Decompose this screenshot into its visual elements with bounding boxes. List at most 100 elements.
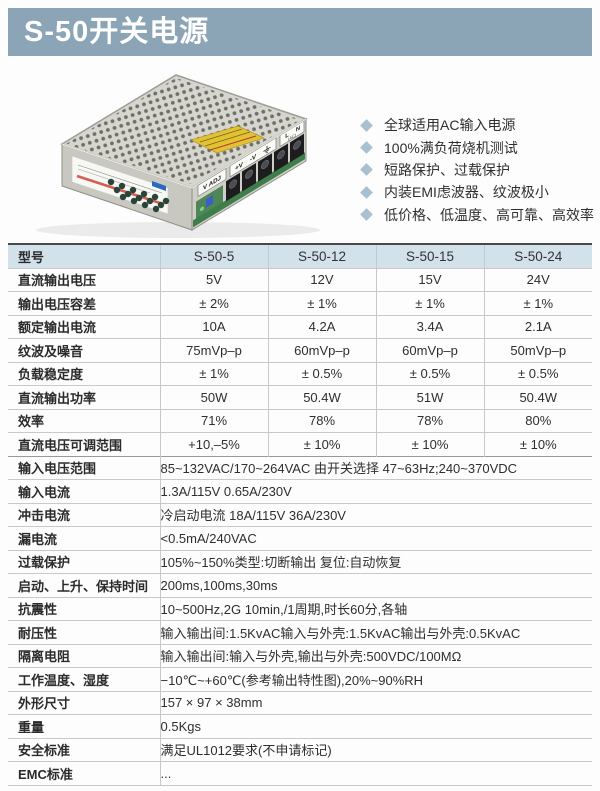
model-column-header: S-50-24 xyxy=(483,244,592,268)
full-row: 外形尺寸 157 × 97 × 38mm xyxy=(8,690,592,715)
diamond-bullet-icon xyxy=(360,208,373,222)
feature-text: 短路保护、过载保护 xyxy=(384,161,510,178)
spec-value: ± 0.5% xyxy=(375,361,484,386)
spec-value: 50.4W xyxy=(267,385,376,409)
full-value: 输入输出间:输入与外壳,输出与外壳:500VDC/100MΩ xyxy=(159,643,592,668)
spec-value: 50W xyxy=(159,385,268,409)
full-value: 10~500Hz,2G 10min,/1周期,时长60分,各轴 xyxy=(159,596,592,621)
spec-value: +10,–5% xyxy=(159,432,268,456)
row-label: EMC标准 xyxy=(8,761,160,785)
row-label: 冲击电流 xyxy=(8,502,160,527)
feature-text: 100%满负荷烧机测试 xyxy=(384,139,518,156)
spec-value: ± 2% xyxy=(159,291,268,315)
full-value: 输入输出间:1.5KvAC输入与外壳:1.5KvAC输出与外壳:0.5KvAC xyxy=(159,620,592,644)
psu-led xyxy=(200,206,204,212)
spec-value: 75mVp–p xyxy=(159,338,268,362)
spec-value: 80% xyxy=(483,408,592,433)
row-label: 输出电压容差 xyxy=(8,291,160,315)
feature-list: 全球适用AC输入电源 100%满负荷烧机测试 短路保护、过载保护内装EMI虑波器、纹… xyxy=(360,114,594,226)
full-row: 安全标准 满足UL1012要求(不申请标记) xyxy=(8,737,592,762)
row-label: 隔离电阻 xyxy=(8,643,160,668)
full-row: 输入电压范围 85~132VAC/170~264VAC 由开关选择 47~63Hz… xyxy=(8,455,592,480)
full-value: 满足UL1012要求(不申请标记) xyxy=(159,737,592,762)
full-row: 漏电流 <0.5mA/240VAC xyxy=(8,526,592,550)
full-value: 200ms,100ms,30ms xyxy=(159,573,592,597)
row-label: 漏电流 xyxy=(8,526,160,550)
spec-value: 10A xyxy=(159,314,268,339)
spec-value: 5V xyxy=(159,267,268,292)
full-row: 重量 0.5Kgs xyxy=(8,714,592,738)
spec-value: 50.4W xyxy=(483,385,592,409)
product-photo: V ADJ +V -V L N (AC) xyxy=(26,64,338,240)
spec-value: 51W xyxy=(375,385,484,409)
minus-v-label: -V xyxy=(250,153,257,163)
spec-value: 71% xyxy=(159,408,268,433)
row-label: 纹波及噪音 xyxy=(8,338,160,362)
spec-row: 直流输出电压 5V 12V 15V 24V xyxy=(8,267,592,292)
spec-value: ± 0.5% xyxy=(483,361,592,386)
full-row: 启动、上升、保持时间 200ms,100ms,30ms xyxy=(8,573,592,597)
psu-edge-highlight xyxy=(61,143,193,189)
feature-item: 低价格、低温度、高可靠、高效率 xyxy=(360,204,594,226)
diamond-bullet-icon xyxy=(360,185,373,199)
spec-row: 效率 71% 78% 78% 80% xyxy=(8,408,592,433)
spec-value: ± 10% xyxy=(375,432,484,456)
spec-value: ± 1% xyxy=(483,291,592,315)
spec-value: 60mVp–p xyxy=(267,338,376,362)
feature-item: 全球适用AC输入电源 xyxy=(360,114,594,136)
spec-row: 直流输出功率 50W 50.4W 51W 50.4W xyxy=(8,385,592,409)
row-label: 启动、上升、保持时间 xyxy=(8,573,160,597)
full-row: 隔离电阻 输入输出间:输入与外壳,输出与外壳:500VDC/100MΩ xyxy=(8,643,592,668)
feature-text: 全球适用AC输入电源 xyxy=(384,117,516,134)
spec-row: 纹波及噪音 75mVp–p 60mVp–p 60mVp–p 50mVp–p xyxy=(8,338,592,362)
full-row: 耐压性 输入输出间:1.5KvAC输入与外壳:1.5KvAC输出与外壳:0.5Kv… xyxy=(8,620,592,644)
row-label: 过载保护 xyxy=(8,549,160,574)
full-value: 157 × 97 × 38mm xyxy=(159,690,592,715)
diamond-bullet-icon xyxy=(360,118,373,132)
page-title: S-50开关电源 xyxy=(8,8,592,56)
full-value: ... xyxy=(159,761,592,785)
spec-value: 50mVp–p xyxy=(483,338,592,362)
row-label: 额定输出电流 xyxy=(8,314,160,339)
psu-terminal-block xyxy=(226,133,304,202)
feature-text: 内装EMI虑波器、纹波极小 xyxy=(384,184,549,201)
power-supply-illustration: V ADJ +V -V L N (AC) xyxy=(36,74,320,238)
full-value: 1.3A/115V 0.65A/230V xyxy=(159,479,592,503)
spec-row: 负载稳定度 ± 1% ± 0.5% ± 0.5% ± 0.5% xyxy=(8,361,592,386)
spec-value: 60mVp–p xyxy=(375,338,484,362)
ac-label: (AC) xyxy=(288,132,296,142)
full-row: 工作温度、湿度 −10℃~+60℃(参考输出特性图),20%~90%RH xyxy=(8,667,592,691)
row-label: 耐压性 xyxy=(8,620,160,644)
full-value: 85~132VAC/170~264VAC 由开关选择 47~63Hz;240~3… xyxy=(159,455,592,480)
full-value: 0.5Kgs xyxy=(159,714,592,738)
spec-value: ± 1% xyxy=(267,291,376,315)
row-label: 输入电流 xyxy=(8,479,160,503)
feature-item: 短路保护、过载保护 xyxy=(360,159,594,181)
psu-edge-highlight xyxy=(191,118,307,189)
full-row: 抗震性 10~500Hz,2G 10min,/1周期,时长60分,各轴 xyxy=(8,596,592,621)
spec-table: 型号 S-50-5 S-50-12 S-50-15 S-50-24 直流输出电压 5V 12V… xyxy=(8,243,592,786)
feature-text: 低价格、低温度、高可靠、高效率 xyxy=(384,206,594,223)
spec-row: 输出电压容差 ± 2% ± 1% ± 1% ± 1% xyxy=(8,291,592,315)
spec-value: 12V xyxy=(267,267,376,292)
feature-item: 内装EMI虑波器、纹波极小 xyxy=(360,181,594,203)
row-label: 输入电压范围 xyxy=(8,455,160,480)
feature-item: 100%满负荷烧机测试 xyxy=(360,136,594,158)
spec-value: ± 1% xyxy=(375,291,484,315)
row-label: 外形尺寸 xyxy=(8,690,160,715)
earth-ground-icon xyxy=(263,145,271,154)
product-shadow xyxy=(36,222,320,238)
psu-yellow-label xyxy=(190,125,265,154)
model-column-header: S-50-15 xyxy=(375,244,484,268)
full-value: 105%~150%类型:切断输出 复位:自动恢复 xyxy=(159,549,592,574)
row-label: 安全标准 xyxy=(8,737,160,762)
row-label: 直流电压可调范围 xyxy=(8,432,160,456)
row-label: 工作温度、湿度 xyxy=(8,667,160,691)
row-label: 直流输出电压 xyxy=(8,267,160,292)
row-label: 效率 xyxy=(8,408,160,433)
table-header-row: 型号 S-50-5 S-50-12 S-50-15 S-50-24 xyxy=(8,244,592,268)
line-label: L xyxy=(285,131,289,140)
full-row: EMC标准... xyxy=(8,761,592,785)
full-row: 输入电流 1.3A/115V 0.65A/230V xyxy=(8,479,592,503)
spec-value: 15V xyxy=(375,267,484,292)
